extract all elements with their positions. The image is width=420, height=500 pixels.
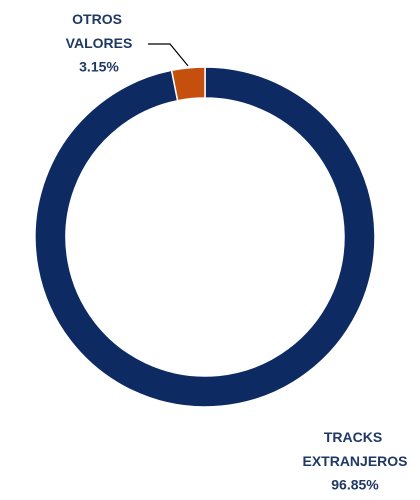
category-label: OTROS VALORES bbox=[66, 11, 133, 51]
donut-slice bbox=[34, 66, 376, 408]
donut-slice bbox=[170, 66, 206, 102]
leader-line bbox=[148, 43, 189, 67]
donut bbox=[34, 66, 376, 408]
labels: TRACKS EXTRANJEROS 96.85% OTROS VALORES 3.1… bbox=[66, 11, 408, 493]
value-label: 3.15% bbox=[79, 59, 119, 75]
value-label: 96.85% bbox=[331, 477, 379, 493]
category-label: TRACKS EXTRANJEROS bbox=[302, 429, 407, 469]
